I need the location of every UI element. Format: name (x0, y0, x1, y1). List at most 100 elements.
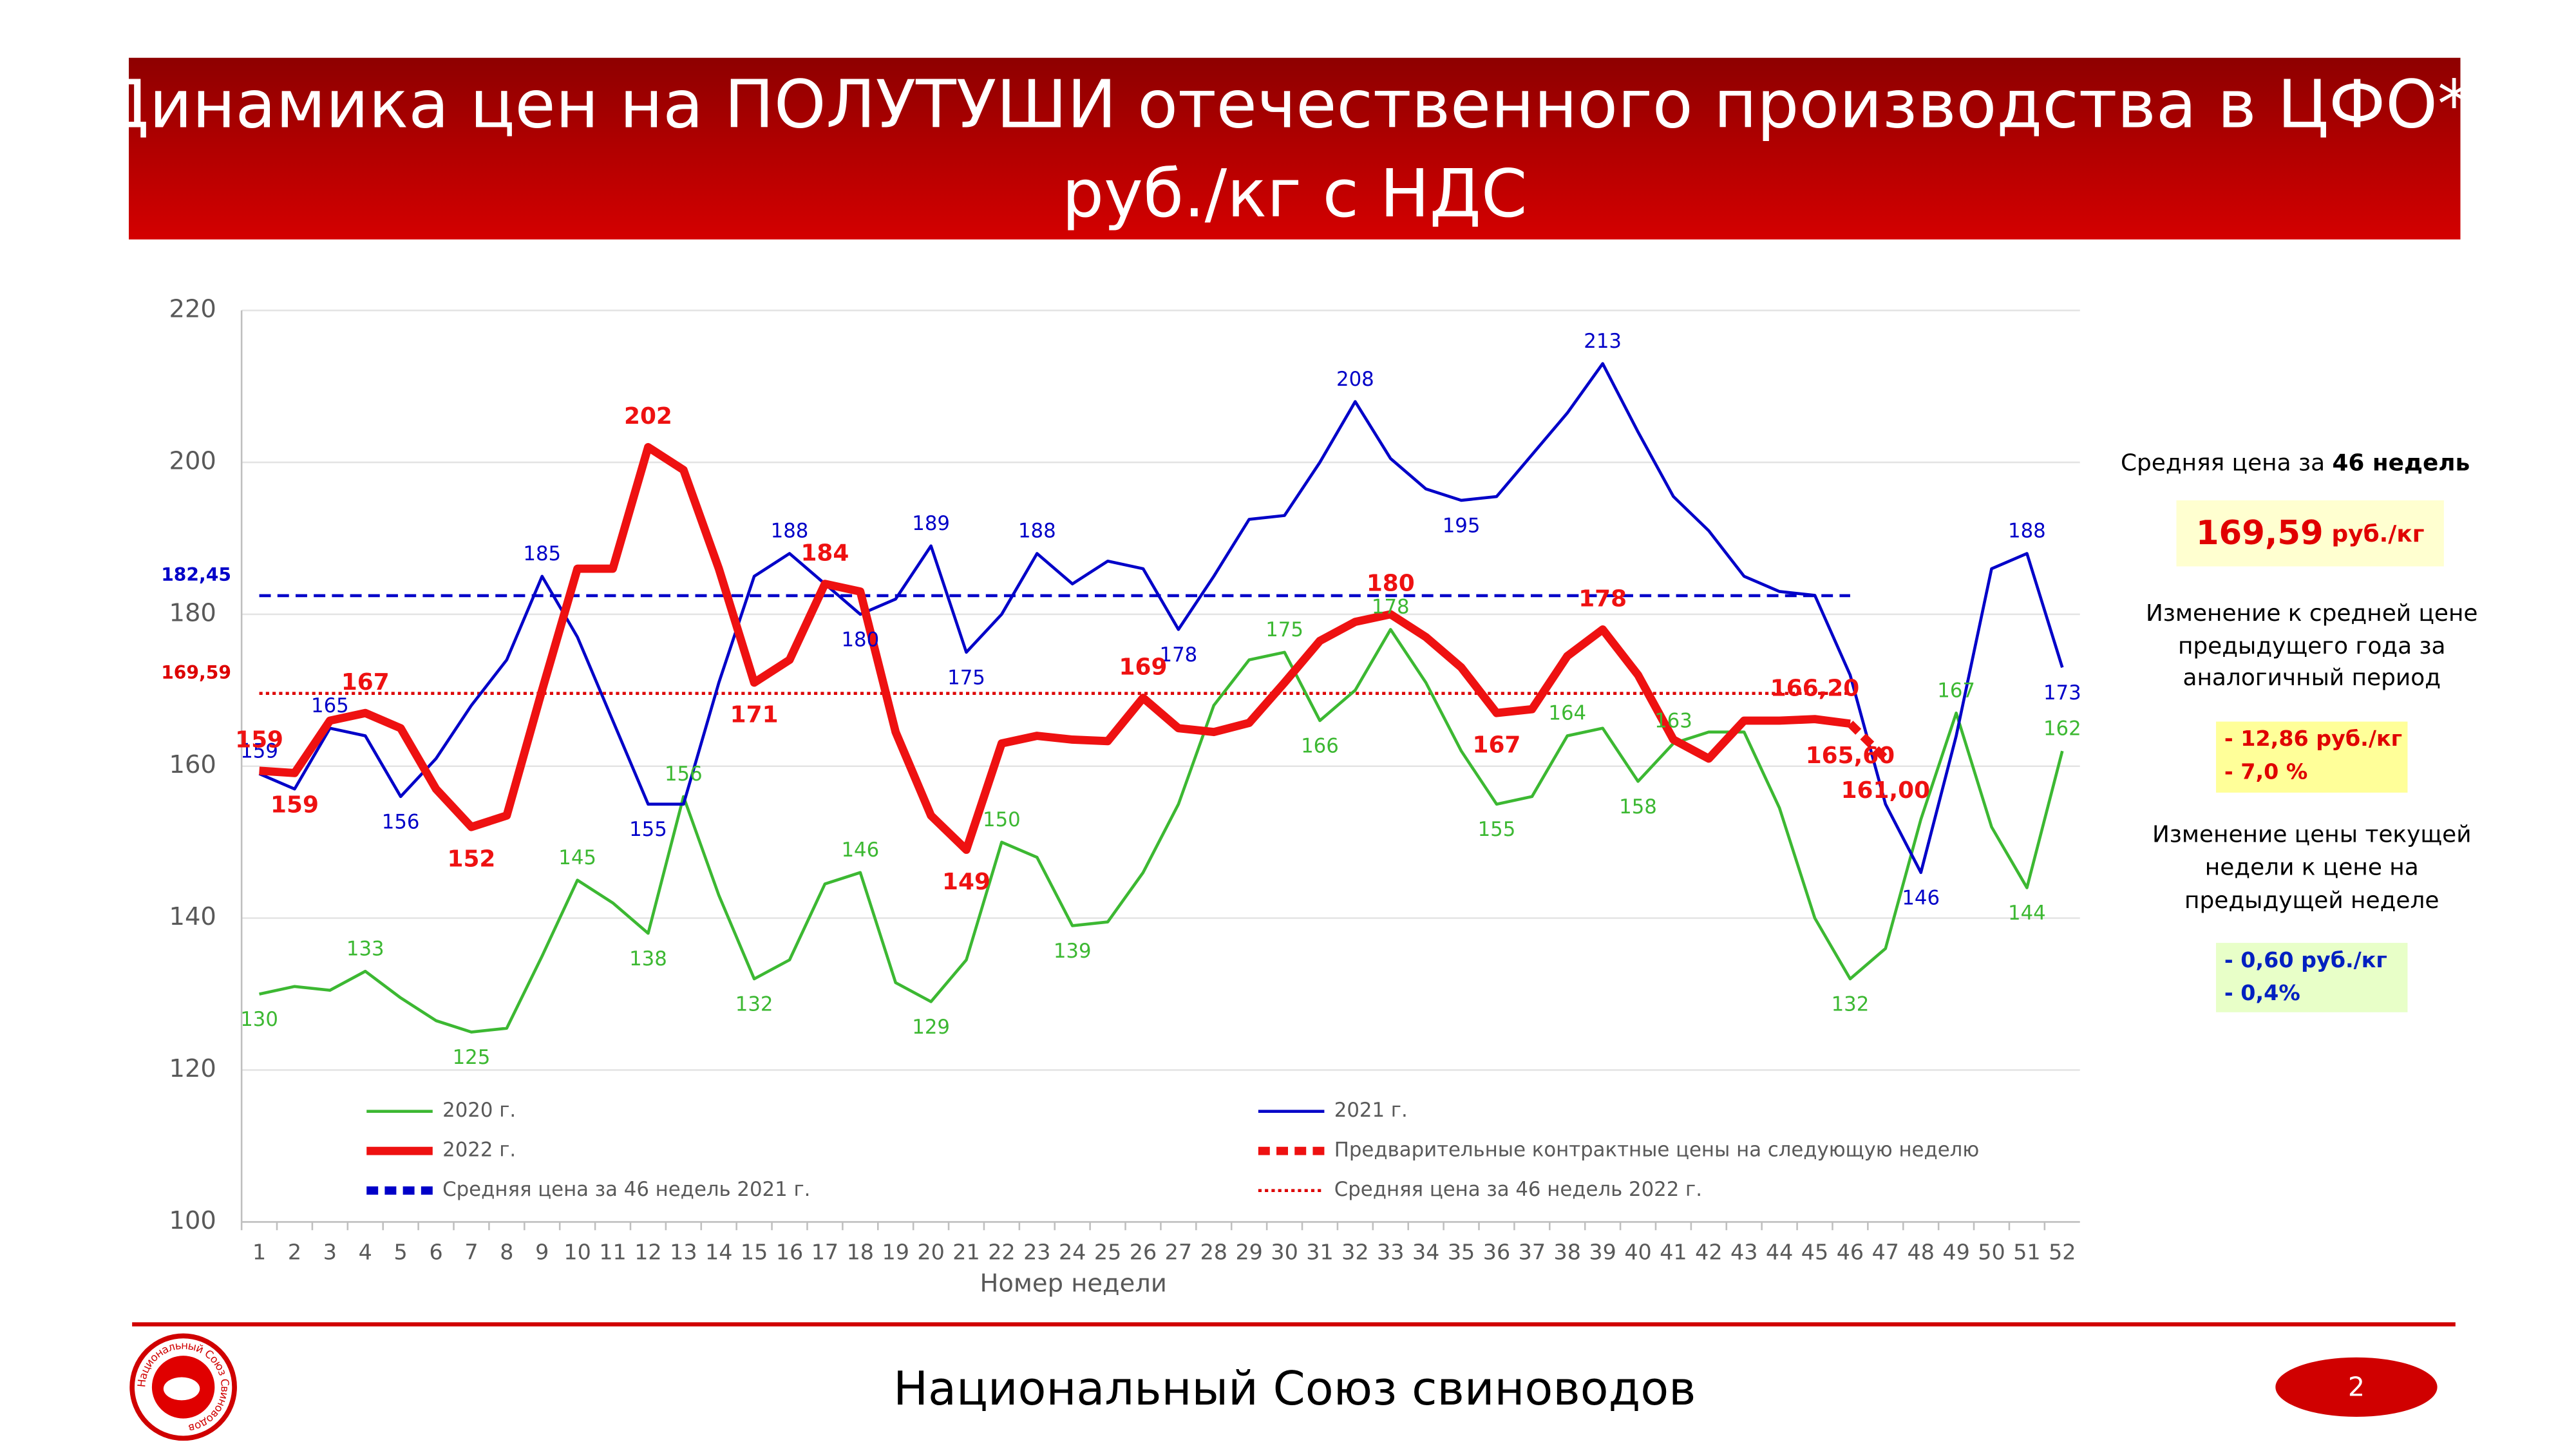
change-year-title: Изменение к средней цене (2146, 600, 2478, 627)
x-tick-label: 38 (1554, 1240, 1581, 1265)
x-tick-label: 7 (464, 1240, 478, 1265)
change-week-box (2216, 943, 2408, 1012)
y-tick-label: 200 (169, 446, 216, 475)
avg-title-bold: 46 недель (2332, 450, 2470, 477)
data-label: 167 (341, 669, 390, 696)
avg-title: Средняя цена за 46 недель (2121, 450, 2470, 477)
change-year-value: - 7,0 % (2224, 759, 2307, 784)
x-tick-label: 36 (1483, 1240, 1510, 1265)
x-tick-label: 42 (1695, 1240, 1722, 1265)
data-label: 202 (624, 403, 672, 430)
data-label: 163 (1654, 710, 1692, 733)
data-label: 133 (346, 937, 384, 960)
x-tick-label: 11 (599, 1240, 626, 1265)
series-line (1847, 721, 1889, 762)
data-label: 188 (2008, 520, 2046, 543)
legend-label: 2021 г. (1334, 1099, 1408, 1122)
avg-title-text: Средняя цена за (2121, 450, 2333, 477)
x-tick-label: 41 (1660, 1240, 1687, 1265)
legend-label: Средняя цена за 46 недель 2021 г. (442, 1178, 810, 1201)
legend-label: Средняя цена за 46 недель 2022 г. (1334, 1178, 1702, 1201)
data-label: 166 (1301, 735, 1339, 758)
x-tick-label: 51 (2013, 1240, 2040, 1265)
data-label: 150 (983, 808, 1021, 831)
data-label: 156 (665, 762, 703, 786)
x-tick-label: 29 (1235, 1240, 1262, 1265)
y-tick-label: 180 (169, 598, 216, 627)
data-label: 152 (448, 846, 496, 872)
data-label: 146 (1902, 886, 1940, 909)
data-label: 155 (1478, 818, 1516, 841)
x-tick-label: 46 (1837, 1240, 1864, 1265)
change-week-title: предыдущей неделе (2184, 887, 2439, 914)
x-tick-label: 40 (1624, 1240, 1651, 1265)
x-tick-label: 34 (1412, 1240, 1439, 1265)
data-label: 125 (453, 1046, 491, 1069)
avg-number: 169,59 (2196, 514, 2324, 553)
x-tick-label: 10 (564, 1240, 591, 1265)
data-label: 144 (2008, 902, 2046, 925)
x-tick-label: 20 (917, 1240, 944, 1265)
data-label: 175 (1265, 618, 1303, 641)
legend-label: 2022 г. (442, 1139, 516, 1162)
data-label: 184 (800, 540, 849, 567)
data-label: 180 (1367, 571, 1415, 597)
data-label: 159 (240, 740, 278, 763)
change-week-title: недели к цене на (2205, 855, 2419, 881)
x-tick-label: 23 (1023, 1240, 1050, 1265)
x-tick-label: 24 (1059, 1240, 1086, 1265)
data-label: 130 (240, 1008, 278, 1031)
x-tick-label: 2 (288, 1240, 301, 1265)
x-tick-label: 21 (952, 1240, 980, 1265)
data-label: 171 (730, 701, 779, 728)
series-line (259, 628, 2064, 1034)
data-label: 162 (2043, 717, 2081, 740)
change-year-title: аналогичный период (2183, 665, 2441, 691)
header-band (129, 57, 2461, 240)
data-label: 178 (1160, 643, 1198, 667)
data-label: 169 (1119, 654, 1168, 680)
x-tick-label: 52 (2049, 1240, 2076, 1265)
x-tick-label: 9 (535, 1240, 549, 1265)
legend-label: Предварительные контрактные цены на след… (1334, 1139, 1979, 1162)
y-tick-label: 220 (169, 295, 216, 324)
change-year-value: - 12,86 руб./кг (2224, 726, 2402, 751)
data-label: 173 (2043, 681, 2081, 705)
data-label: 156 (382, 810, 420, 833)
y-tick-label: 100 (169, 1206, 216, 1235)
page-badge (2275, 1357, 2438, 1417)
x-tick-label: 27 (1165, 1240, 1192, 1265)
data-label: 165,60 (1806, 743, 1895, 769)
data-label: 145 (558, 846, 596, 869)
x-tick-label: 22 (988, 1240, 1015, 1265)
x-tick-label: 12 (634, 1240, 661, 1265)
change-year-title: предыдущего года за (2178, 633, 2446, 659)
x-axis-label: Номер недели (980, 1269, 1166, 1298)
data-label: 165 (311, 694, 349, 717)
data-label: 175 (947, 666, 985, 689)
reference-label: 169,59 (161, 662, 231, 683)
x-tick-label: 3 (323, 1240, 337, 1265)
data-label: 132 (1832, 993, 1870, 1016)
x-tick-label: 37 (1519, 1240, 1546, 1265)
x-tick-label: 18 (847, 1240, 874, 1265)
x-tick-label: 8 (500, 1240, 513, 1265)
series-line (258, 362, 2064, 875)
change-week-title: Изменение цены текущей (2152, 821, 2472, 848)
data-label: 155 (629, 818, 667, 841)
data-label: 188 (771, 520, 809, 543)
side-panel: Средняя цена за 46 недель 169,59 руб./кг … (2121, 450, 2478, 1012)
x-tick-label: 16 (776, 1240, 803, 1265)
x-tick-label: 30 (1271, 1240, 1298, 1265)
x-tick-label: 17 (811, 1240, 838, 1265)
data-label: 167 (1937, 679, 1975, 702)
x-tick-label: 25 (1094, 1240, 1121, 1265)
data-label: 138 (629, 947, 667, 971)
x-tick-label: 15 (741, 1240, 768, 1265)
data-label: 167 (1473, 732, 1521, 758)
x-tick-label: 32 (1341, 1240, 1368, 1265)
data-label: 164 (1548, 702, 1586, 725)
